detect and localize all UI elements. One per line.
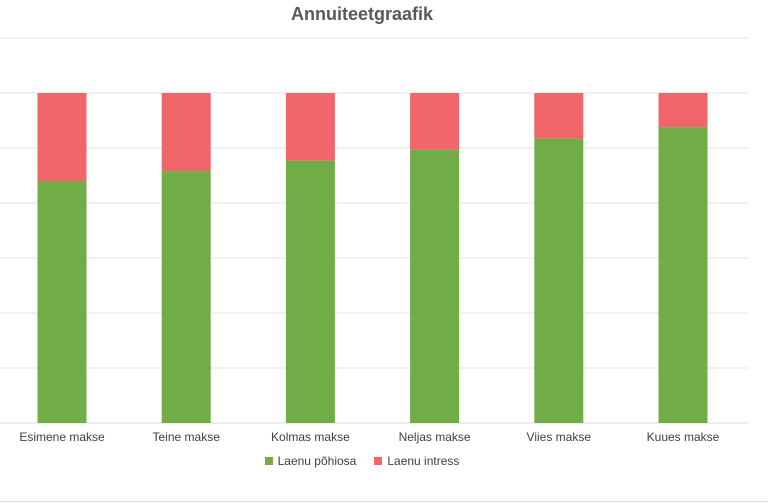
- bar-principal: [534, 138, 584, 423]
- legend-item-interest: Laenu intress: [374, 454, 459, 468]
- x-tick-label: Viies makse: [527, 430, 592, 444]
- x-tick-label: Esimene makse: [19, 430, 105, 444]
- bar-principal: [285, 160, 335, 423]
- category-labels: Esimene makse Teine makse Kolmas makse Nelj…: [19, 430, 719, 444]
- legend-swatch-principal: [264, 457, 273, 465]
- bars: [37, 93, 708, 423]
- chart-title: Annuiteetgraafik: [290, 4, 434, 24]
- bar-interest: [161, 93, 211, 172]
- x-tick-label: Teine makse: [153, 430, 221, 444]
- legend-label-interest: Laenu intress: [387, 454, 460, 468]
- bar-interest: [37, 93, 87, 181]
- gridlines: [0, 37, 748, 424]
- x-tick-label: Neljas makse: [399, 430, 471, 444]
- window-bottom-border: [0, 501, 768, 502]
- bar-interest: [534, 93, 584, 139]
- bar-interest: [285, 93, 335, 161]
- bar-principal: [37, 181, 87, 423]
- bar-interest: [410, 93, 460, 150]
- bar-interest: [658, 93, 708, 128]
- bar-principal: [658, 127, 708, 423]
- legend-label-principal: Laenu põhiosa: [277, 454, 357, 468]
- x-tick-label: Kolmas makse: [271, 430, 350, 444]
- legend: Laenu põhiosa Laenu intress: [0, 454, 724, 468]
- legend-swatch-interest: [374, 457, 383, 465]
- x-tick-label: Kuues makse: [647, 430, 720, 444]
- legend-item-principal: Laenu põhiosa: [264, 454, 357, 468]
- bar-principal: [410, 149, 460, 423]
- bar-principal: [161, 171, 211, 423]
